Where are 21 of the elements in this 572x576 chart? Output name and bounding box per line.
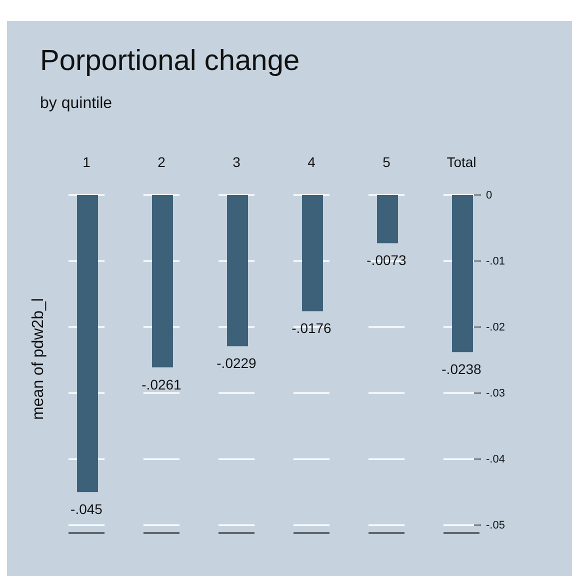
- y-tick-label: 0: [486, 190, 492, 202]
- x-tick-label: 3: [232, 154, 241, 170]
- data-label: -.0229: [216, 355, 257, 372]
- x-tick-label: 2: [158, 154, 166, 170]
- y-tick-label: -.02: [486, 322, 505, 334]
- chart-subtitle: by quintile: [40, 95, 112, 112]
- data-label: -.0176: [292, 320, 332, 336]
- chart-title: Porportional change: [40, 45, 300, 77]
- data-label: -.0073: [366, 252, 407, 268]
- data-label: -.0238: [442, 361, 482, 378]
- y-tick-label: -.05: [486, 520, 505, 532]
- y-tick-label: -.01: [486, 256, 505, 268]
- x-tick-label: 5: [382, 154, 391, 170]
- y-tick-label: -.04: [486, 454, 505, 466]
- data-label: -.0261: [142, 376, 182, 392]
- x-tick-label: 4: [308, 154, 316, 170]
- x-tick-label: 1: [82, 154, 91, 170]
- y-tick-label: -.03: [486, 388, 505, 400]
- x-tick-label: Total: [446, 154, 476, 170]
- data-label: -.045: [70, 501, 103, 518]
- y-axis-title: mean of pdw2b_l: [30, 298, 47, 420]
